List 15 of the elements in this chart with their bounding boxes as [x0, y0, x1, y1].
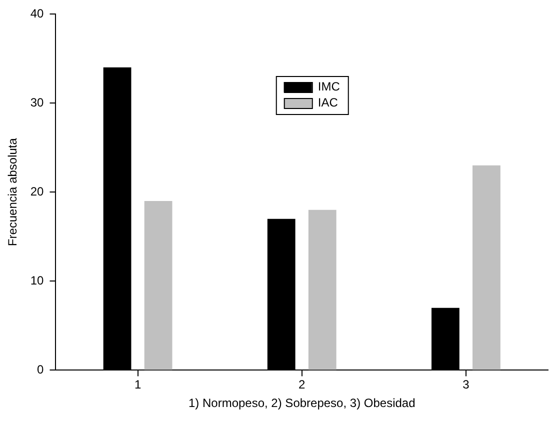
bar	[472, 165, 500, 370]
x-axis-title: 1) Normopeso, 2) Sobrepeso, 3) Obesidad	[188, 396, 416, 410]
x-tick-label: 1	[134, 378, 142, 392]
bar	[144, 201, 172, 370]
x-tick-label: 3	[462, 378, 470, 392]
y-tick-label: 40	[30, 6, 44, 20]
y-tick-label: 20	[30, 184, 44, 198]
y-tick-label: 10	[30, 273, 44, 288]
y-axis-title: Frecuencia absoluta	[6, 138, 20, 246]
x-tick-label: 2	[298, 378, 306, 392]
bar	[308, 210, 336, 370]
y-tick-label: 0	[37, 362, 44, 377]
legend-label: IMC	[318, 79, 340, 94]
legend-label: IAC	[318, 95, 338, 110]
y-tick-label: 30	[30, 95, 44, 110]
